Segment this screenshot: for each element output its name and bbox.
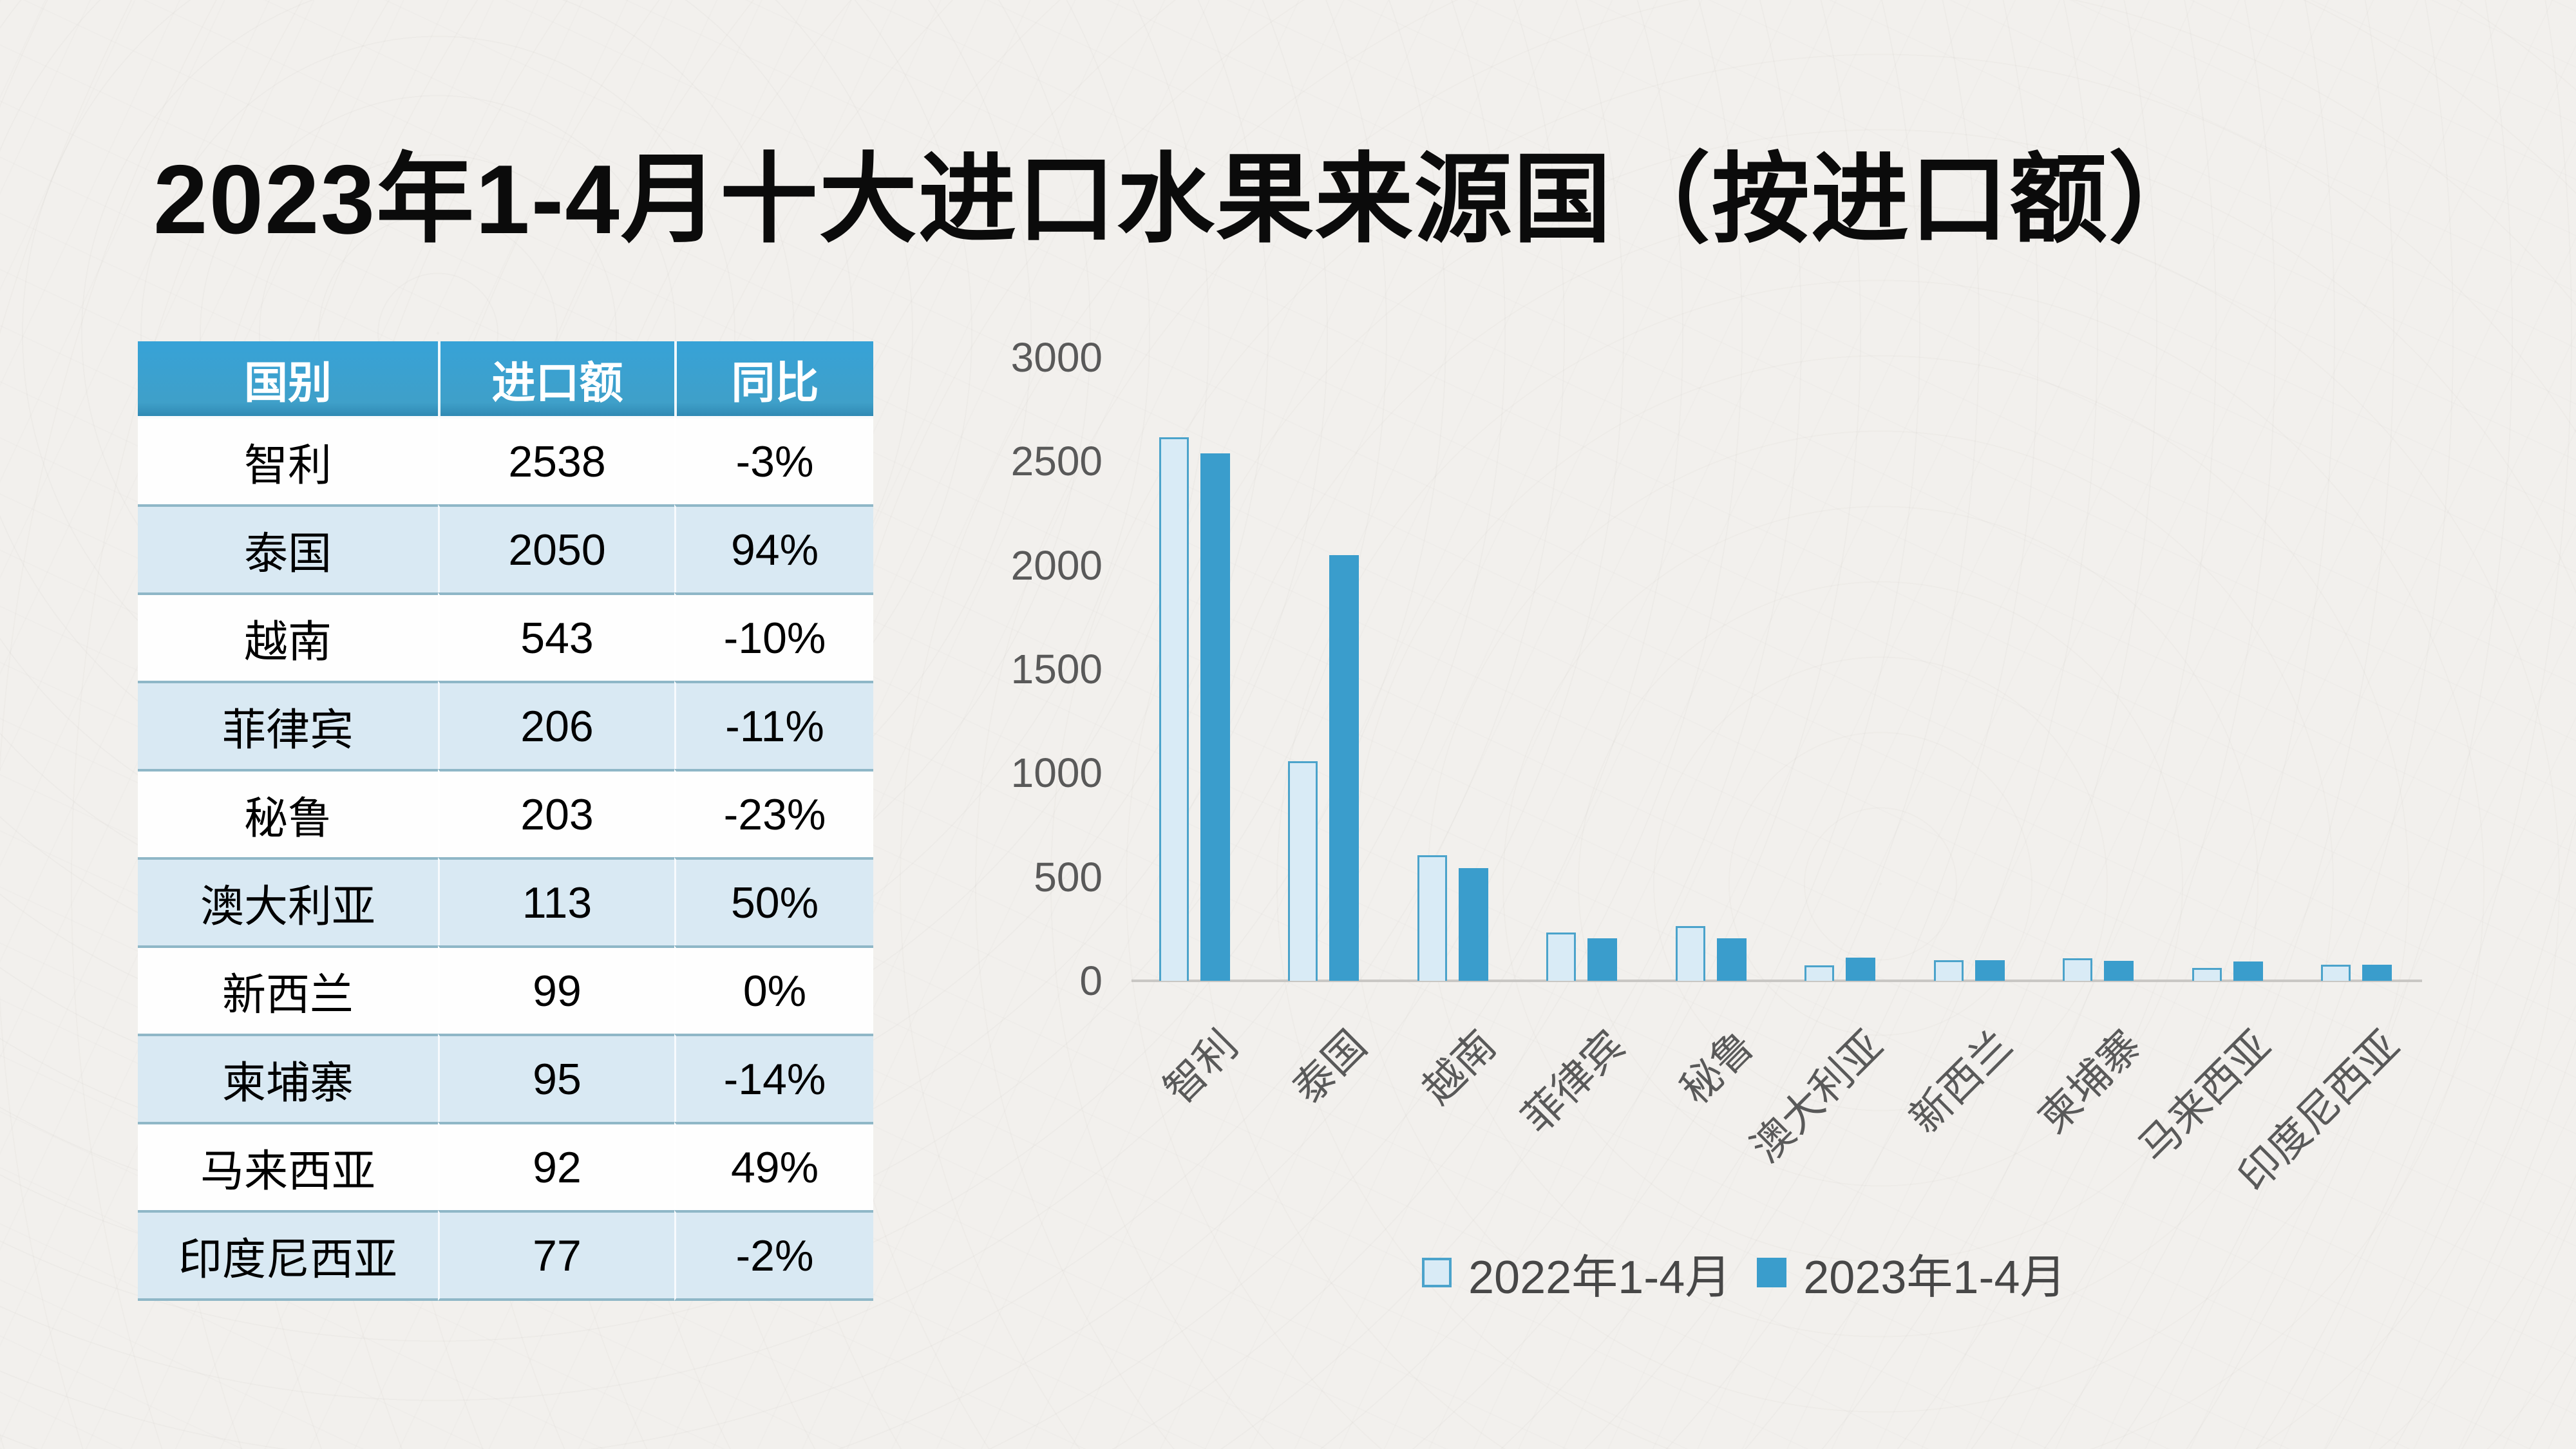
bar-2022年1-4月-新西兰: [1934, 960, 1964, 981]
cell-country: 印度尼西亚: [138, 1210, 438, 1301]
cell-yoy: -23%: [674, 769, 873, 857]
table-header-row: 国别 进口额 同比: [138, 341, 873, 416]
x-axis-label-菲律宾: 菲律宾: [1513, 1021, 1634, 1142]
cell-value: 2050: [438, 504, 674, 592]
cell-yoy: -10%: [674, 592, 873, 681]
bar-2022年1-4月-越南: [1417, 855, 1447, 981]
cell-value: 206: [438, 681, 674, 769]
bar-2023年1-4月-菲律宾: [1587, 938, 1617, 981]
header-cell-0: 国别: [138, 341, 438, 416]
table-row: 马来西亚 92 49%: [138, 1122, 873, 1210]
y-axis-tick-label: 500: [1034, 853, 1103, 900]
bar-2023年1-4月-柬埔寨: [2104, 961, 2134, 981]
table-row: 智利 2538 -3%: [138, 416, 873, 504]
table-row: 澳大利亚 113 50%: [138, 857, 873, 945]
legend-swatch-2023年1-4月: [1757, 1258, 1787, 1287]
cell-yoy: 49%: [674, 1122, 873, 1210]
y-axis-tick-label: 2500: [1010, 438, 1103, 485]
x-axis-label-智利: 智利: [1155, 1021, 1247, 1113]
cell-value: 95: [438, 1034, 674, 1122]
bar-2023年1-4月-泰国: [1329, 555, 1359, 981]
cell-yoy: -3%: [674, 416, 873, 504]
header-cell-1: 进口额: [438, 341, 674, 416]
cell-yoy: -2%: [674, 1210, 873, 1301]
header-cell-2: 同比: [674, 341, 873, 416]
cell-yoy: -11%: [674, 681, 873, 769]
bar-2022年1-4月-马来西亚: [2192, 968, 2222, 981]
x-axis-label-秘鲁: 秘鲁: [1671, 1021, 1763, 1113]
table-body: 智利 2538 -3% 泰国 2050 94% 越南 543 -10% 菲律宾 206 -11% 秘鲁 2…: [138, 416, 873, 1301]
table-row: 秘鲁 203 -23%: [138, 769, 873, 857]
cell-yoy: 0%: [674, 945, 873, 1034]
bar-2022年1-4月-智利: [1159, 437, 1189, 981]
x-axis-line: [1132, 980, 2422, 982]
table-row: 越南 543 -10%: [138, 592, 873, 681]
bar-2022年1-4月-印度尼西亚: [2321, 965, 2351, 981]
bar-2023年1-4月-印度尼西亚: [2362, 965, 2392, 981]
import-table: 国别 进口额 同比 智利 2538 -3% 泰国 2050 94% 越南 543 -10% 菲律宾 20…: [138, 341, 873, 1301]
y-axis-tick-label: 0: [1079, 958, 1103, 1004]
bar-2022年1-4月-柬埔寨: [2063, 958, 2092, 981]
y-axis-tick-label: 1500: [1010, 646, 1103, 692]
cell-country: 新西兰: [138, 945, 438, 1034]
x-axis-label-澳大利亚: 澳大利亚: [1742, 1021, 1892, 1171]
cell-value: 99: [438, 945, 674, 1034]
cell-yoy: 50%: [674, 857, 873, 945]
bar-2023年1-4月-智利: [1200, 453, 1230, 981]
page-title: 2023年1-4月十大进口水果来源国（按进口额）: [153, 145, 2208, 254]
bar-2022年1-4月-澳大利亚: [1804, 965, 1834, 981]
bar-2023年1-4月-新西兰: [1975, 960, 2005, 981]
cell-value: 543: [438, 592, 674, 681]
bar-2022年1-4月-泰国: [1288, 761, 1318, 981]
table-row: 泰国 2050 94%: [138, 504, 873, 592]
x-axis-label-泰国: 泰国: [1284, 1021, 1376, 1113]
bar-2022年1-4月-秘鲁: [1676, 926, 1705, 981]
y-axis-tick-label: 2000: [1010, 542, 1103, 589]
bar-2023年1-4月-马来西亚: [2233, 961, 2263, 981]
x-axis-label-柬埔寨: 柬埔寨: [2029, 1021, 2150, 1142]
legend-label-2023年1-4月: 2023年1-4月: [1803, 1251, 2067, 1303]
cell-country: 马来西亚: [138, 1122, 438, 1210]
x-axis-label-越南: 越南: [1413, 1021, 1505, 1113]
cell-country: 柬埔寨: [138, 1034, 438, 1122]
table-row: 新西兰 99 0%: [138, 945, 873, 1034]
bar-2023年1-4月-澳大利亚: [1846, 958, 1875, 981]
cell-value: 92: [438, 1122, 674, 1210]
cell-country: 秘鲁: [138, 769, 438, 857]
cell-country: 越南: [138, 592, 438, 681]
table-row: 菲律宾 206 -11%: [138, 681, 873, 769]
cell-country: 智利: [138, 416, 438, 504]
cell-value: 113: [438, 857, 674, 945]
cell-value: 203: [438, 769, 674, 857]
bar-2023年1-4月-越南: [1459, 868, 1488, 981]
y-axis-tick-label: 1000: [1010, 750, 1103, 797]
bar-2022年1-4月-菲律宾: [1546, 933, 1576, 981]
cell-country: 菲律宾: [138, 681, 438, 769]
chart-legend: 2022年1-4月 2023年1-4月: [1422, 1247, 2076, 1303]
table-row: 印度尼西亚 77 -2%: [138, 1210, 873, 1301]
table-row: 柬埔寨 95 -14%: [138, 1034, 873, 1122]
cell-yoy: 94%: [674, 504, 873, 592]
cell-value: 77: [438, 1210, 674, 1301]
cell-yoy: -14%: [674, 1034, 873, 1122]
cell-country: 澳大利亚: [138, 857, 438, 945]
cell-value: 2538: [438, 416, 674, 504]
legend-label-2022年1-4月: 2022年1-4月: [1468, 1251, 1732, 1303]
legend-swatch-2022年1-4月: [1422, 1258, 1452, 1287]
x-axis-label-新西兰: 新西兰: [1900, 1021, 2021, 1142]
bar-2023年1-4月-秘鲁: [1717, 938, 1747, 981]
y-axis-tick-label: 3000: [1010, 334, 1103, 381]
cell-country: 泰国: [138, 504, 438, 592]
